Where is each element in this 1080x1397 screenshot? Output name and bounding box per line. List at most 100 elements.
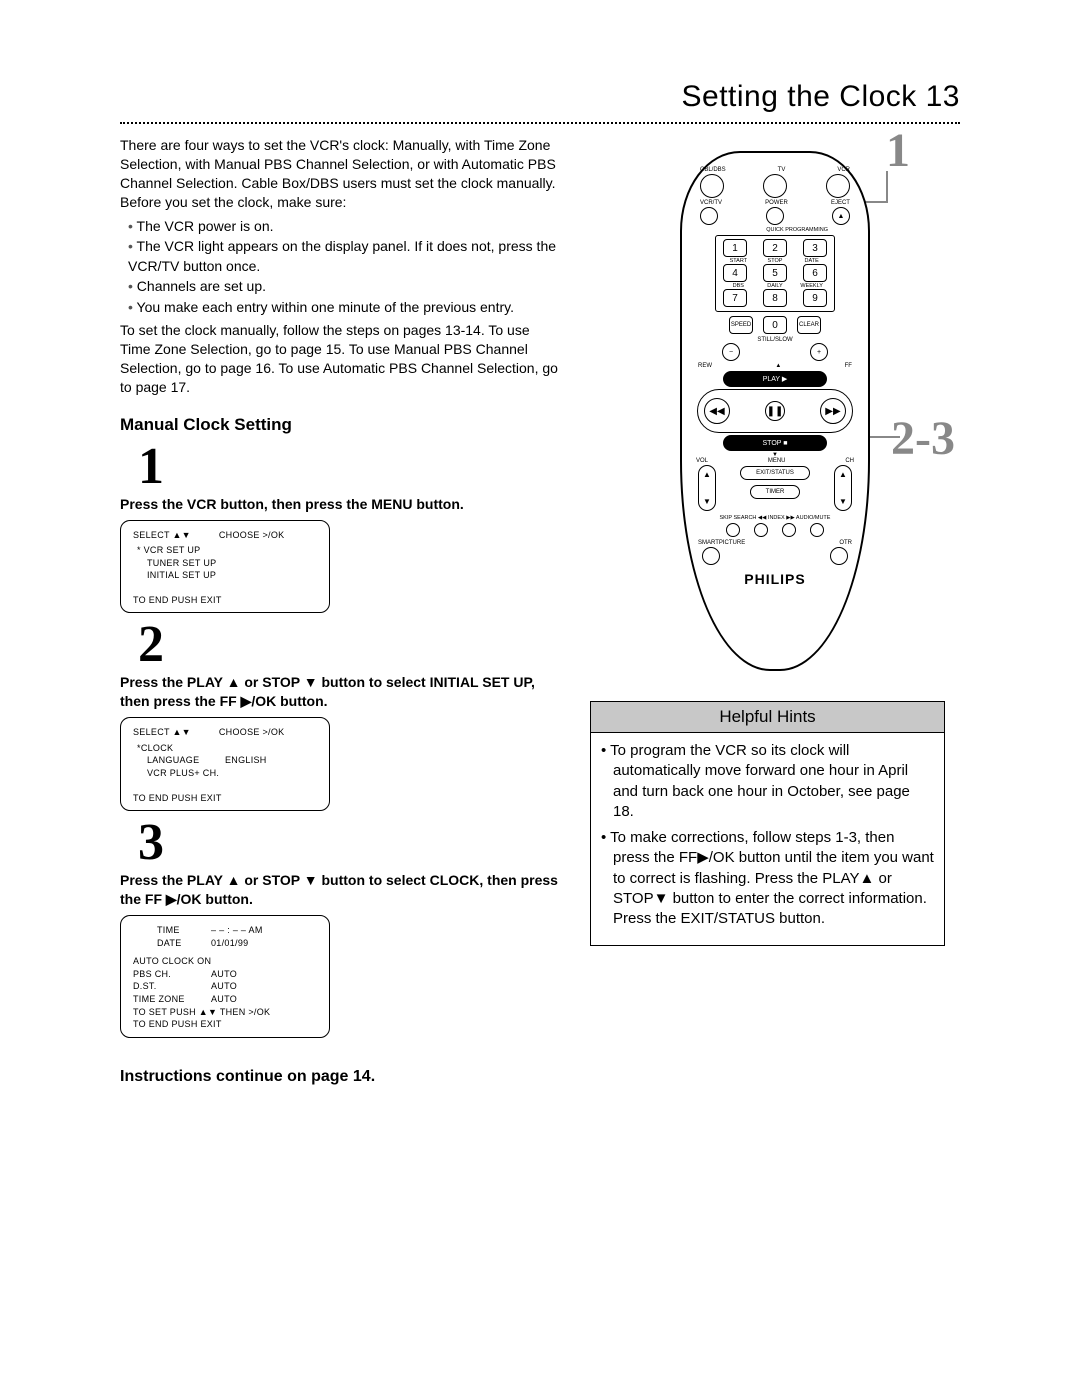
num-8-button[interactable]: 8 bbox=[763, 289, 787, 307]
osd-screen-1: SELECT ▲▼ CHOOSE >/OK VCR SET UP TUNER S… bbox=[120, 520, 330, 614]
num-2-button[interactable]: 2 bbox=[763, 239, 787, 257]
vcr-button[interactable] bbox=[826, 174, 850, 198]
play-button[interactable]: PLAY ▶ bbox=[723, 371, 827, 387]
osd-line: TIME bbox=[157, 924, 211, 937]
stop-button[interactable]: STOP ■ bbox=[723, 435, 827, 451]
num-7-button[interactable]: 7 bbox=[723, 289, 747, 307]
osd-line: AUTO CLOCK ON bbox=[133, 955, 243, 968]
hint-item: • To program the VCR so its clock will a… bbox=[601, 741, 934, 822]
left-column: There are four ways to set the VCR's clo… bbox=[120, 136, 560, 1086]
tv-button[interactable] bbox=[763, 174, 787, 198]
num-9-button[interactable]: 9 bbox=[803, 289, 827, 307]
otr-button[interactable] bbox=[830, 547, 848, 565]
audio-mute-button[interactable] bbox=[810, 523, 824, 537]
eject-button[interactable]: ▲ bbox=[832, 207, 850, 225]
osd-header-right: CHOOSE >/OK bbox=[219, 726, 285, 739]
remote-label: CBL/DBS bbox=[700, 167, 726, 173]
remote-label: VCR bbox=[837, 167, 850, 173]
ch-rocker[interactable]: ▲▼ bbox=[834, 465, 852, 511]
smartpicture-button[interactable] bbox=[702, 547, 720, 565]
section-heading: Manual Clock Setting bbox=[120, 415, 560, 435]
bullet-item: The VCR light appears on the display pan… bbox=[128, 236, 560, 277]
vcr-tv-button[interactable] bbox=[700, 207, 718, 225]
page-title: Setting the Clock 13 bbox=[120, 80, 960, 114]
step-number: 2 bbox=[138, 619, 560, 671]
callout-23-number: 2-3 bbox=[891, 411, 955, 466]
osd-screen-3: TIME– – : – – AM DATE01/01/99 AUTO CLOCK… bbox=[120, 915, 330, 1038]
osd-line: INITIAL SET UP bbox=[133, 569, 317, 582]
remote-label: QUICK PROGRAMMING bbox=[694, 227, 856, 233]
osd-footer: TO END PUSH EXIT bbox=[133, 594, 317, 607]
osd-footer: TO END PUSH EXIT bbox=[133, 792, 317, 805]
step-instruction: Press the VCR button, then press the MEN… bbox=[120, 495, 560, 514]
clear-button[interactable]: CLEAR bbox=[797, 316, 821, 334]
two-column-layout: There are four ways to set the VCR's clo… bbox=[120, 136, 960, 1086]
hints-body: • To program the VCR so its clock will a… bbox=[591, 733, 944, 945]
continue-text: Instructions continue on page 14. bbox=[120, 1068, 560, 1086]
remote-label: EJECT bbox=[831, 200, 850, 206]
osd-header-left: SELECT ▲▼ bbox=[133, 726, 191, 739]
numpad: 1 2 3 START STOP DATE 4 5 6 bbox=[715, 235, 835, 312]
skip-search-button[interactable] bbox=[726, 523, 740, 537]
osd-line: TO SET PUSH ▲▼ THEN >/OK bbox=[133, 1006, 317, 1019]
minus-button[interactable]: − bbox=[722, 343, 740, 361]
num-6-button[interactable]: 6 bbox=[803, 264, 827, 282]
step-instruction: Press the PLAY ▲ or STOP ▼ button to sel… bbox=[120, 673, 560, 711]
vol-rocker[interactable]: ▲▼ bbox=[698, 465, 716, 511]
exit-status-button[interactable]: EXIT/STATUS bbox=[740, 466, 810, 480]
osd-header-left: SELECT ▲▼ bbox=[133, 529, 191, 542]
step-instruction: Press the PLAY ▲ or STOP ▼ button to sel… bbox=[120, 871, 560, 909]
osd-line: LANGUAGE bbox=[147, 754, 225, 767]
osd-line: VCR PLUS+ CH. bbox=[147, 767, 225, 780]
osd-line: VCR SET UP bbox=[133, 544, 317, 557]
num-0-button[interactable]: 0 bbox=[763, 316, 787, 334]
osd-header-right: CHOOSE >/OK bbox=[219, 529, 285, 542]
step-number: 1 bbox=[138, 441, 560, 493]
bullet-item: Channels are set up. bbox=[128, 276, 560, 296]
right-column: 1 2-3 CBL/DBS TV VCR bbox=[590, 136, 960, 1086]
osd-line: TUNER SET UP bbox=[133, 557, 317, 570]
brand-label: PHILIPS bbox=[694, 571, 856, 587]
osd-line: PBS CH. bbox=[133, 968, 211, 981]
callout-line bbox=[870, 436, 900, 438]
osd-line: TO END PUSH EXIT bbox=[133, 1018, 317, 1031]
index-fwd-button[interactable] bbox=[782, 523, 796, 537]
plus-button[interactable]: + bbox=[810, 343, 828, 361]
num-5-button[interactable]: 5 bbox=[763, 264, 787, 282]
rew-button[interactable]: ◀◀ bbox=[704, 398, 730, 424]
remote-label: VCR/TV bbox=[700, 200, 722, 206]
hint-item: • To make corrections, follow steps 1-3,… bbox=[601, 828, 934, 929]
after-bullets-paragraph: To set the clock manually, follow the st… bbox=[120, 321, 560, 397]
num-4-button[interactable]: 4 bbox=[723, 264, 747, 282]
ff-button[interactable]: ▶▶ bbox=[820, 398, 846, 424]
osd-line: TIME ZONE bbox=[133, 993, 211, 1006]
remote-body: CBL/DBS TV VCR VCR/TV POWER EJECT bbox=[680, 151, 870, 671]
num-1-button[interactable]: 1 bbox=[723, 239, 747, 257]
bullet-item: The VCR power is on. bbox=[128, 216, 560, 236]
cbl-dbs-button[interactable] bbox=[700, 174, 724, 198]
osd-line: D.ST. bbox=[133, 980, 211, 993]
transport-cluster: ◀◀ ❚❚ ▶▶ bbox=[697, 389, 853, 433]
speed-button[interactable]: SPEED bbox=[729, 316, 753, 334]
remote-illustration: 1 2-3 CBL/DBS TV VCR bbox=[680, 151, 870, 671]
num-3-button[interactable]: 3 bbox=[803, 239, 827, 257]
remote-label: POWER bbox=[765, 200, 788, 206]
pause-button[interactable]: ❚❚ bbox=[765, 401, 785, 421]
osd-screen-2: SELECT ▲▼ CHOOSE >/OK CLOCK LANGUAGEENGL… bbox=[120, 717, 330, 811]
bullet-item: You make each entry within one minute of… bbox=[128, 297, 560, 317]
dotted-rule bbox=[120, 122, 960, 124]
timer-button[interactable]: TIMER bbox=[750, 485, 800, 499]
power-button[interactable] bbox=[766, 207, 784, 225]
osd-line: DATE bbox=[157, 937, 211, 950]
remote-label: TV bbox=[778, 167, 786, 173]
helpful-hints-box: Helpful Hints • To program the VCR so it… bbox=[590, 701, 945, 946]
intro-paragraph: There are four ways to set the VCR's clo… bbox=[120, 136, 560, 212]
page: Setting the Clock 13 There are four ways… bbox=[120, 80, 960, 1086]
step-number: 3 bbox=[138, 817, 560, 869]
callout-1-number: 1 bbox=[886, 123, 910, 178]
callout-line bbox=[886, 171, 888, 201]
remote-label: SKIP SEARCH ◀◀ INDEX ▶▶ AUDIO/MUTE bbox=[694, 515, 856, 521]
index-back-button[interactable] bbox=[754, 523, 768, 537]
osd-line: CLOCK bbox=[141, 742, 219, 755]
prerequisite-bullets: The VCR power is on. The VCR light appea… bbox=[120, 216, 560, 317]
